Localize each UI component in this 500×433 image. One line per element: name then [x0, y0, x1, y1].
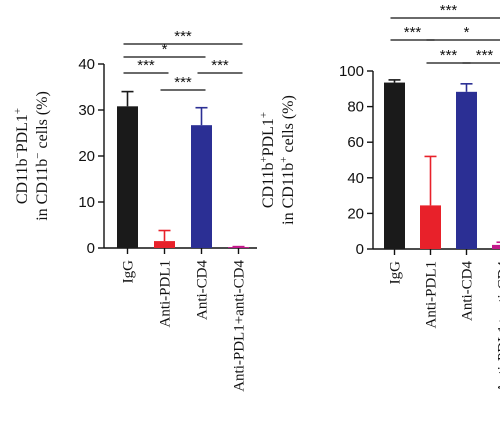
y-tick-label: 0	[87, 240, 95, 257]
significance-label: ***	[440, 47, 458, 64]
significance-label: ***	[476, 47, 494, 64]
significance-label: ***	[440, 2, 458, 19]
significance-label: ***	[211, 57, 229, 74]
y-tick-label: 20	[347, 205, 364, 222]
bar-2	[420, 205, 441, 249]
bar-2	[154, 241, 175, 248]
bar-4	[492, 244, 500, 249]
y-tick-label: 100	[339, 63, 364, 80]
x-category-label: Anti-PDL1+anti-CD4	[232, 260, 248, 392]
bar-4	[228, 247, 249, 248]
y-tick-label: 80	[347, 99, 364, 116]
significance-label: ***	[404, 24, 422, 41]
bar-3	[191, 125, 212, 248]
y-axis-label: CD11b+PDL1+in CD11b+ cells (%)	[258, 95, 297, 225]
significance-label: ***	[137, 57, 155, 74]
significance-label: *	[464, 24, 470, 41]
bar-3	[456, 91, 477, 250]
x-category-label: Anti-PDL1	[424, 261, 440, 329]
y-tick-label: 60	[347, 134, 364, 151]
significance-label: ***	[174, 74, 192, 91]
y-axis-label: CD11b−PDL1+in CD11b− cells (%)	[12, 91, 51, 221]
bar-1	[384, 82, 405, 249]
x-category-label: IgG	[388, 261, 404, 284]
y-tick-label: 40	[347, 170, 364, 187]
y-tick-label: 10	[78, 194, 95, 211]
chart-panel-2: 0 20 40 60 80 100 IgG Anti-PDL1 Anti-CD4 Anti-PDL…	[258, 2, 500, 393]
y-tick-label: 40	[78, 56, 95, 73]
x-category-label: Anti-CD4	[195, 260, 211, 321]
y-tick-label: 20	[78, 148, 95, 165]
chart-panel-1: 0 10 20 30 40 IgG Anti-PDL1 Anti-CD4 Anti-PDL1+a…	[12, 28, 257, 392]
y-tick-label: 30	[78, 102, 95, 119]
x-category-label: IgG	[121, 260, 137, 283]
x-category-label: Anti-CD4	[460, 261, 476, 322]
bar-1	[117, 106, 138, 248]
y-tick-label: 0	[356, 241, 364, 258]
significance-label: ***	[174, 28, 192, 45]
x-category-label: Anti-PDL1	[158, 260, 174, 328]
significance-label: *	[162, 41, 168, 58]
x-category-label: Anti-PDL1+anti-CD4	[496, 261, 500, 393]
